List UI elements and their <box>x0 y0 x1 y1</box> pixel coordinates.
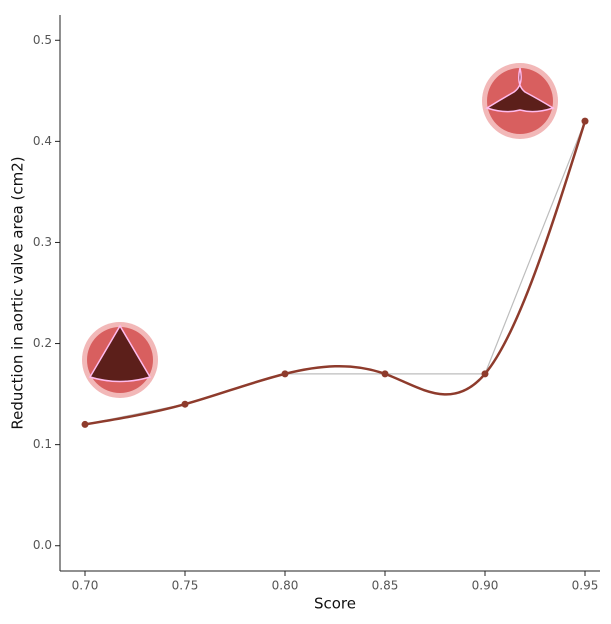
valve-icon-stenotic <box>482 63 558 139</box>
point <box>581 117 589 125</box>
y-tick-label: 0.5 <box>33 33 52 47</box>
x-tick-label: 0.95 <box>572 579 599 593</box>
x-tick-label: 0.90 <box>472 579 499 593</box>
valve-icon-open <box>82 322 158 398</box>
x-tick-label: 0.75 <box>172 579 199 593</box>
x-axis-label: Score <box>314 595 356 613</box>
y-tick-label: 0.4 <box>33 134 52 148</box>
point <box>481 370 489 378</box>
y-tick-label: 0.3 <box>33 235 52 249</box>
y-axis-label: Reduction in aortic valve area (cm2) <box>9 156 27 429</box>
point <box>181 400 189 408</box>
point <box>281 370 289 378</box>
x-tick-label: 0.85 <box>372 579 399 593</box>
x-tick-label: 0.80 <box>272 579 299 593</box>
y-tick-label: 0.1 <box>33 437 52 451</box>
point <box>381 370 389 378</box>
x-tick-label: 0.70 <box>72 579 99 593</box>
y-tick-label: 0.2 <box>33 336 52 350</box>
y-tick-label: 0.0 <box>33 538 52 552</box>
point <box>81 420 89 428</box>
